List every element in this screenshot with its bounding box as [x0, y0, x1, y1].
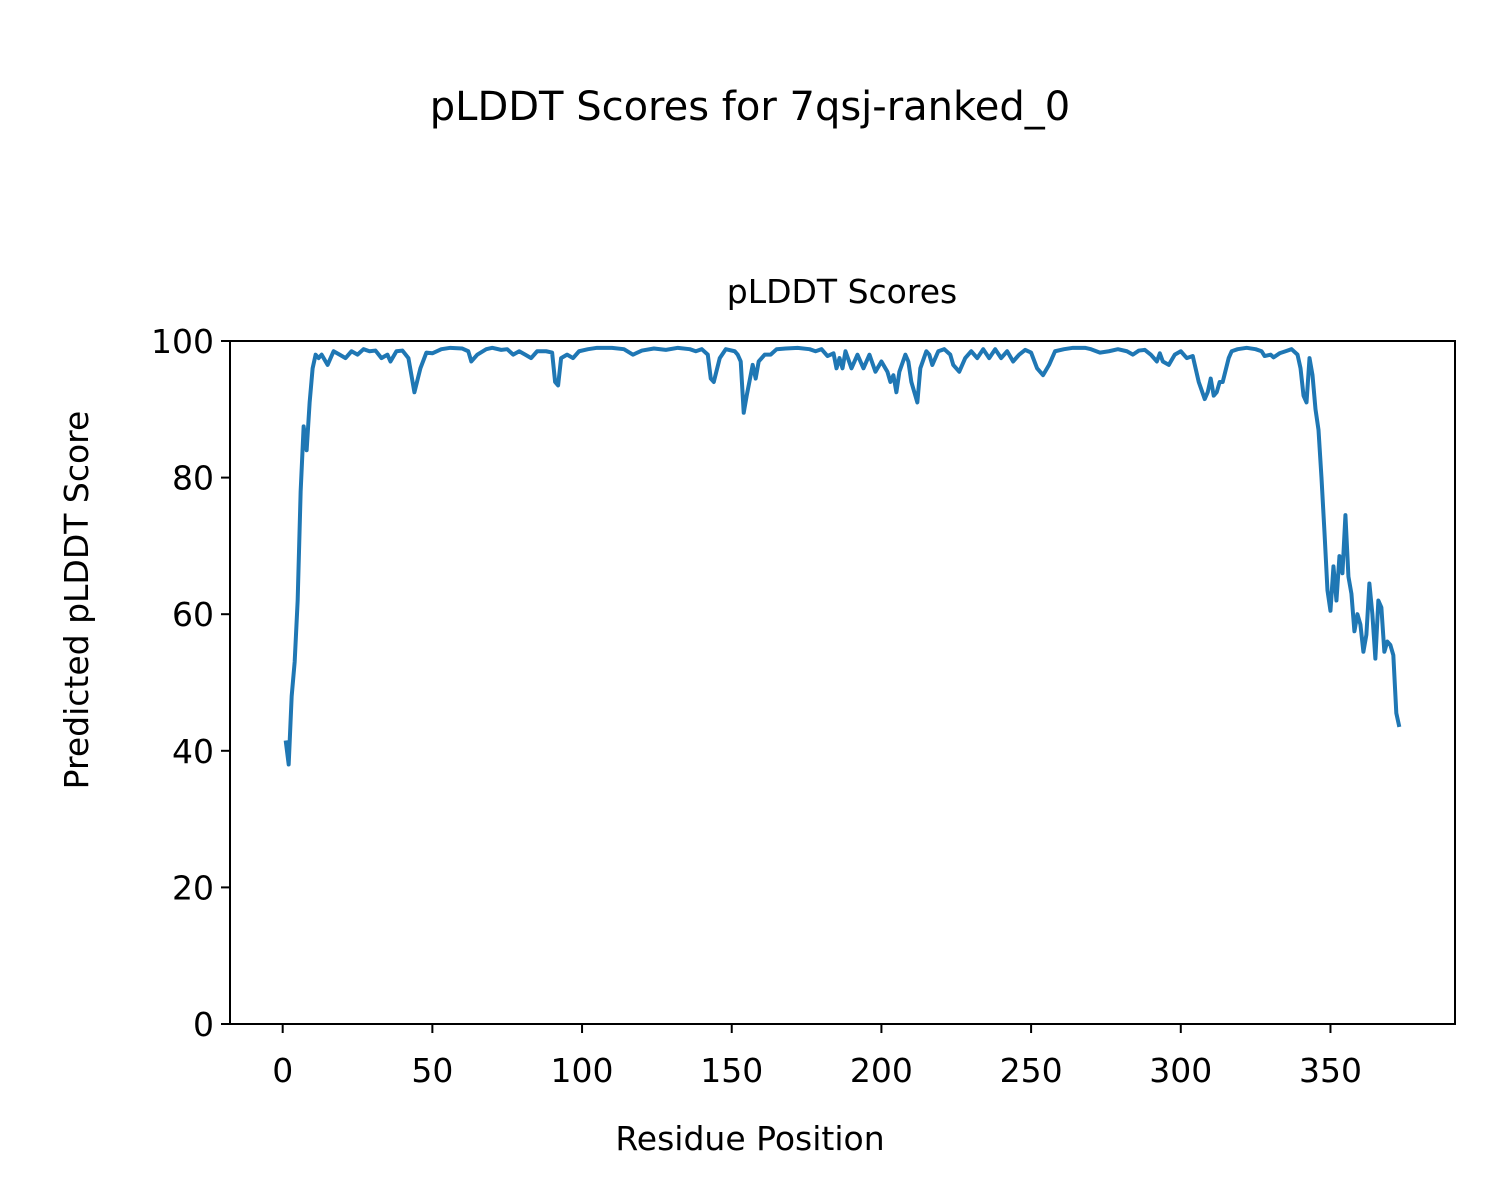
- y-tick-label: 20: [172, 868, 214, 907]
- x-tick-label: 300: [1149, 1051, 1212, 1090]
- y-tick-label: 40: [172, 732, 214, 771]
- chart-title: pLDDT Scores for 7qsj-ranked_0: [430, 84, 1070, 130]
- y-axis-label: Predicted pLDDT Score: [57, 411, 96, 790]
- x-tick-label: 100: [551, 1051, 614, 1090]
- x-tick-label: 250: [1000, 1051, 1063, 1090]
- data-line: [283, 345, 1402, 767]
- x-tick-label: 0: [272, 1051, 293, 1090]
- x-tick-label: 200: [850, 1051, 913, 1090]
- x-tick-label: 350: [1299, 1051, 1362, 1090]
- y-tick-label: 100: [151, 322, 214, 361]
- axes-frame: [229, 340, 1456, 1025]
- x-axis-label: Residue Position: [615, 1119, 884, 1158]
- y-tick-label: 80: [172, 459, 214, 498]
- axes-title: pLDDT Scores: [727, 272, 957, 311]
- x-tick-label: 50: [411, 1051, 453, 1090]
- y-tick-label: 60: [172, 595, 214, 634]
- y-tick-label: 0: [193, 1005, 214, 1044]
- x-tick-label: 150: [700, 1051, 763, 1090]
